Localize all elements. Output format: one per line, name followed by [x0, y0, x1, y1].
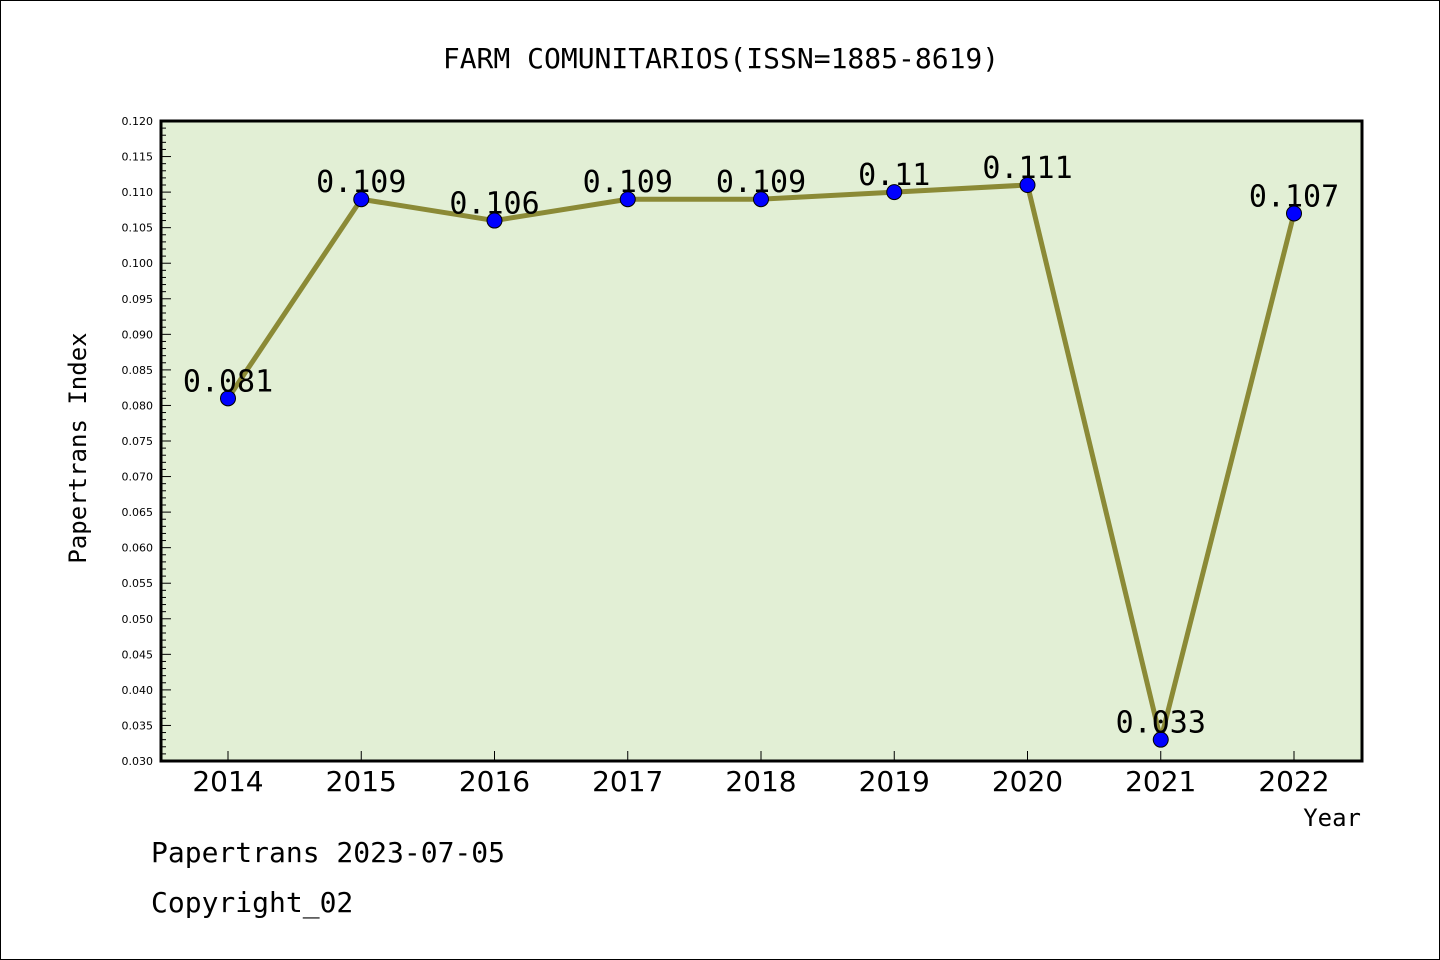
data-point — [619, 191, 636, 208]
x-tick-label: 2018 — [725, 765, 796, 798]
x-axis-label: Year — [1303, 804, 1361, 832]
y-tick-label: 0.055 — [122, 577, 154, 590]
data-labels-group: 0.081 0.109 0.106 0.109 0.109 0.11 0.111 0.033 0… — [183, 151, 1339, 741]
x-tick-label: 2014 — [192, 765, 263, 798]
data-label: 0.107 — [1249, 179, 1339, 214]
y-tick-label: 0.115 — [122, 151, 154, 164]
y-tick-label: 0.060 — [122, 542, 154, 555]
y-tick-label: 0.085 — [122, 364, 154, 377]
y-tick-label: 0.070 — [122, 471, 154, 484]
y-tick-label: 0.100 — [122, 257, 154, 270]
x-tick-label: 2017 — [592, 765, 663, 798]
data-point — [1152, 731, 1169, 748]
data-label: 0.11 — [858, 158, 930, 193]
data-point — [353, 191, 370, 208]
x-tick-label: 2016 — [459, 765, 530, 798]
data-label: 0.106 — [449, 187, 539, 222]
data-label: 0.109 — [316, 165, 406, 200]
data-label: 0.111 — [982, 151, 1072, 186]
y-tick-label: 0.075 — [122, 435, 154, 448]
footer-date: Papertrans 2023-07-05 — [151, 836, 506, 869]
y-tick-label: 0.040 — [122, 684, 154, 697]
y-tick-label: 0.090 — [122, 328, 154, 341]
x-tick-label: 2015 — [326, 765, 397, 798]
x-tick-label: 2021 — [1125, 765, 1196, 798]
data-label: 0.109 — [716, 165, 806, 200]
y-tick-label: 0.045 — [122, 648, 154, 661]
plot-area — [159, 119, 1364, 763]
y-tick-label: 0.030 — [122, 755, 154, 768]
y-axis-label: Papertrans Index — [64, 332, 92, 563]
y-tick-label: 0.095 — [122, 293, 154, 306]
y-tick-label: 0.120 — [122, 115, 154, 128]
data-point — [1019, 177, 1036, 193]
x-tick-label: 2022 — [1258, 765, 1329, 798]
x-axis: 2014 2015 2016 2017 2018 2019 2020 2021 2022 — [192, 751, 1330, 798]
data-point — [1286, 205, 1302, 222]
y-tick-label: 0.105 — [122, 222, 154, 235]
data-point — [486, 212, 503, 229]
chart-title: FARM COMUNITARIOS(ISSN=1885-8619) — [443, 42, 999, 75]
y-tick-label: 0.065 — [122, 506, 154, 519]
y-axis: 0.030 0.035 0.040 0.045 0.050 0.055 0.060 0.065… — [122, 115, 171, 768]
data-label: 0.109 — [583, 165, 673, 200]
footer-copyright: Copyright_02 — [151, 886, 354, 919]
series-line-group — [220, 177, 1302, 748]
y-tick-label: 0.050 — [122, 613, 154, 626]
data-point — [220, 390, 236, 407]
data-point — [886, 184, 903, 201]
data-label: 0.033 — [1116, 706, 1206, 741]
x-tick-label: 2020 — [992, 765, 1063, 798]
data-point — [753, 191, 769, 208]
y-tick-label: 0.080 — [122, 399, 154, 412]
x-tick-label: 2019 — [859, 765, 930, 798]
y-tick-label: 0.035 — [122, 719, 154, 732]
y-tick-label: 0.110 — [122, 186, 154, 199]
data-label: 0.081 — [183, 364, 273, 399]
